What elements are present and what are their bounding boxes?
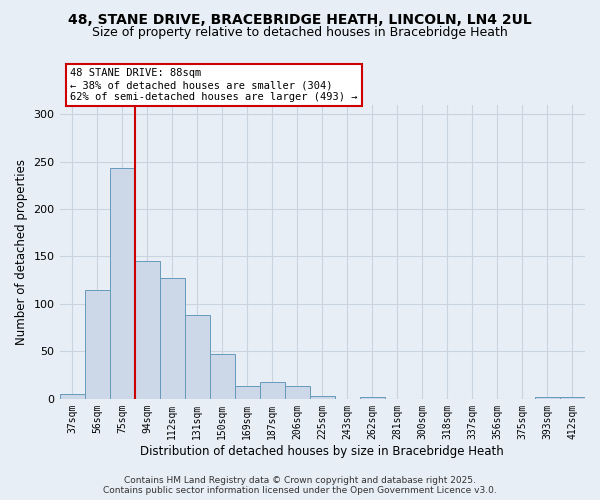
Text: Contains HM Land Registry data © Crown copyright and database right 2025.
Contai: Contains HM Land Registry data © Crown c… (103, 476, 497, 495)
Bar (235, 386, 260, 399)
Bar (285, 386, 310, 399)
Bar (185, 316, 209, 399)
Bar (360, 397, 385, 399)
Bar (310, 396, 335, 399)
Text: 48 STANE DRIVE: 88sqm
← 38% of detached houses are smaller (304)
62% of semi-det: 48 STANE DRIVE: 88sqm ← 38% of detached … (70, 68, 358, 102)
Bar (160, 278, 185, 399)
Bar (134, 261, 160, 399)
Bar (59, 394, 85, 399)
Bar (110, 168, 134, 399)
X-axis label: Distribution of detached houses by size in Bracebridge Heath: Distribution of detached houses by size … (140, 444, 504, 458)
Text: Size of property relative to detached houses in Bracebridge Heath: Size of property relative to detached ho… (92, 26, 508, 39)
Bar (209, 354, 235, 399)
Y-axis label: Number of detached properties: Number of detached properties (15, 158, 28, 344)
Text: 48, STANE DRIVE, BRACEBRIDGE HEATH, LINCOLN, LN4 2UL: 48, STANE DRIVE, BRACEBRIDGE HEATH, LINC… (68, 12, 532, 26)
Bar (85, 290, 110, 399)
Bar (260, 382, 285, 399)
Bar (560, 397, 585, 399)
Bar (535, 397, 560, 399)
